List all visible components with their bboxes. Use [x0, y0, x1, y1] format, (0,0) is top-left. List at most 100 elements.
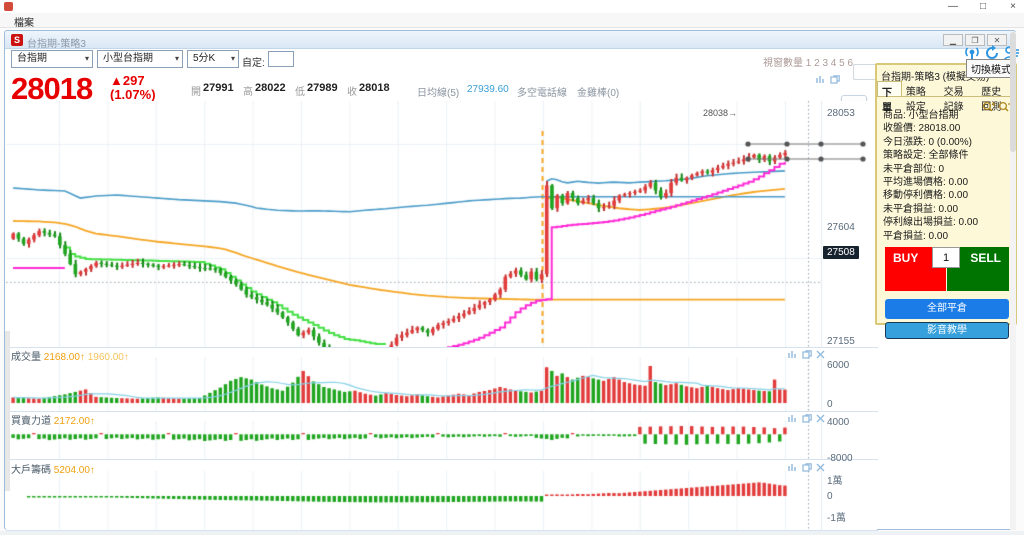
- position-info-list: 商品: 小型台指期 收盤價: 28018.00 今日漲跌: 0 (0.00%) …: [883, 109, 1013, 243]
- window-titlebar: — □ ×: [0, 0, 1024, 13]
- high-annotation: 28038→: [703, 108, 738, 118]
- price-tick-27604: 27604: [827, 222, 855, 233]
- chips-chart[interactable]: [6, 471, 877, 531]
- indicator-settings-icon[interactable]: [788, 350, 798, 359]
- close-value: 28018: [359, 82, 390, 94]
- indicator-settings-icon[interactable]: [816, 71, 826, 89]
- drawing-value-box[interactable]: [853, 64, 877, 80]
- volume-panel-title: 成交量: [11, 352, 41, 363]
- window-maximize-button[interactable]: □: [979, 1, 987, 12]
- tab-strategy-settings[interactable]: 策略設定: [905, 87, 926, 113]
- close-all-positions-button[interactable]: 全部平倉: [885, 299, 1009, 319]
- close-label: 收: [347, 87, 357, 98]
- expand-panel-icon[interactable]: [830, 71, 840, 89]
- refresh-icon[interactable]: [983, 44, 1001, 62]
- menu-file[interactable]: 檔案: [14, 18, 34, 29]
- indicator2-legend: 多空電話線: [517, 88, 567, 99]
- trading-panel-tabs: 下單 策略設定 交易記錄 歷史回測: [877, 81, 1015, 114]
- low-value: 27989: [307, 82, 338, 94]
- chips-panel-icons: [788, 463, 825, 472]
- last-price: 28018: [11, 71, 93, 106]
- symbol-select-value: 台指期: [17, 53, 47, 64]
- quantity-input[interactable]: 1: [932, 247, 960, 268]
- price-change-pct: (1.07%): [110, 87, 156, 102]
- volume-value: 2168.00↑: [43, 352, 85, 363]
- force-tick-top: 4000: [827, 417, 850, 428]
- force-tick-bottom: -8000: [827, 453, 853, 464]
- info-strategy-setting: 策略設定: 全部條件: [883, 150, 969, 162]
- expand-panel-icon[interactable]: [802, 463, 812, 472]
- info-trailing-stop-price: 移動停利價格: 0.00: [883, 190, 969, 202]
- volume-panel-header: 成交量 2168.00↑ 1960.00↑: [11, 348, 129, 363]
- contract-select[interactable]: 小型台指期 ▾: [97, 50, 183, 68]
- trading-panel: 台指期-策略3 (模擬交易) 切換模式 下單 策略設定 交易記錄 歷史回測 商品…: [875, 59, 1017, 339]
- force-chart[interactable]: [6, 421, 877, 459]
- child-close-button[interactable]: ✕: [987, 34, 1007, 46]
- broadcast-icon[interactable]: [963, 44, 981, 62]
- volume-panel-icons: [788, 350, 825, 359]
- main-price-chart[interactable]: [6, 101, 877, 347]
- info-day-change: 今日漲跌: 0 (0.00%): [883, 136, 972, 148]
- child-restore-button[interactable]: ❐: [965, 34, 985, 46]
- indicator3-legend: 金雞棒(0): [577, 88, 620, 99]
- symbol-select[interactable]: 台指期 ▾: [11, 50, 93, 68]
- indicator-settings-icon[interactable]: [788, 414, 798, 423]
- chips-tick-bottom: -1萬: [827, 513, 846, 524]
- custom-interval-input[interactable]: [268, 51, 294, 67]
- info-close-price: 收盤價: 28018.00: [883, 123, 961, 135]
- force-panel-title: 買賣力道: [11, 416, 51, 427]
- contract-select-value: 小型台指期: [103, 53, 153, 64]
- price-change: ▲297: [110, 73, 145, 88]
- tab-trade-records[interactable]: 交易記錄: [943, 87, 964, 113]
- chips-panel-header: 大戶籌碼 5204.00↑: [11, 461, 95, 476]
- window-close-button[interactable]: ×: [1010, 1, 1016, 12]
- ma-legend-label: 日均線(5): [417, 88, 460, 99]
- video-tutorial-button[interactable]: 影音教學: [885, 322, 1009, 339]
- app-logo-icon: S: [11, 34, 23, 46]
- indicator-settings-icon[interactable]: [788, 463, 798, 472]
- chips-tick-top: 1萬: [827, 476, 843, 487]
- force-value: 2172.00↑: [53, 416, 95, 427]
- buy-button-label: BUY: [893, 251, 919, 265]
- open-label: 開: [191, 87, 201, 98]
- chips-tick-mid: 0: [827, 491, 833, 502]
- window-count-selector[interactable]: 視窗數量 1 2 3 4 5 6: [763, 58, 854, 69]
- interval-select-value: 5分K: [193, 53, 216, 64]
- close-panel-icon[interactable]: [816, 350, 825, 359]
- sell-button-label: SELL: [970, 251, 1001, 265]
- close-panel-icon[interactable]: [816, 463, 825, 472]
- volume-chart[interactable]: [6, 357, 877, 411]
- tab-backtest[interactable]: 歷史回測: [981, 87, 1002, 113]
- force-panel-header: 買賣力道 2172.00↑: [11, 412, 95, 427]
- expand-panel-icon[interactable]: [802, 414, 812, 423]
- child-minimize-button[interactable]: ▁: [943, 34, 963, 46]
- main-chart-icons: [816, 71, 840, 89]
- chevron-down-icon: ▾: [230, 54, 235, 63]
- scrollbar-thumb[interactable]: [1010, 32, 1016, 152]
- order-entry: BUY SELL 1: [885, 247, 1009, 291]
- chart-window-titlebar[interactable]: S 台指期-策略3 ▁ ❐ ✕: [5, 31, 1015, 50]
- volume-tick-bottom: 0: [827, 399, 833, 410]
- info-closed-pnl: 平倉損益: 0.00: [883, 230, 949, 242]
- expand-panel-icon[interactable]: [802, 350, 812, 359]
- menu-bar: 檔案: [0, 13, 1024, 29]
- open-value: 27991: [203, 82, 234, 94]
- info-open-pnl: 未平倉損益: 0.00: [883, 203, 959, 215]
- interval-select[interactable]: 5分K ▾: [187, 50, 239, 68]
- zoom-in-icon[interactable]: [982, 100, 995, 118]
- price-tick-28053: 28053: [827, 108, 855, 119]
- switch-mode-button[interactable]: 切換模式: [966, 59, 1016, 78]
- force-panel-icons: [788, 414, 825, 423]
- info-product: 商品: 小型台指期: [883, 110, 959, 121]
- info-stopline-exit-pnl: 停利線出場損益: 0.00: [883, 217, 979, 229]
- custom-interval-label: 自定:: [242, 58, 265, 69]
- volume-tick-top: 6000: [827, 360, 850, 371]
- chips-value: 5204.00↑: [53, 465, 95, 476]
- app-icon: [4, 2, 13, 11]
- chart-window: S 台指期-策略3 ▁ ❐ ✕ 台指期 ▾ 小型台指期 ▾ 5分K ▾ 自定: 視窗數…: [4, 30, 1019, 531]
- window-minimize-button[interactable]: —: [948, 1, 958, 12]
- vertical-scrollbar[interactable]: [1010, 32, 1016, 530]
- tab-order[interactable]: 下單: [877, 81, 902, 114]
- close-panel-icon[interactable]: [816, 414, 825, 423]
